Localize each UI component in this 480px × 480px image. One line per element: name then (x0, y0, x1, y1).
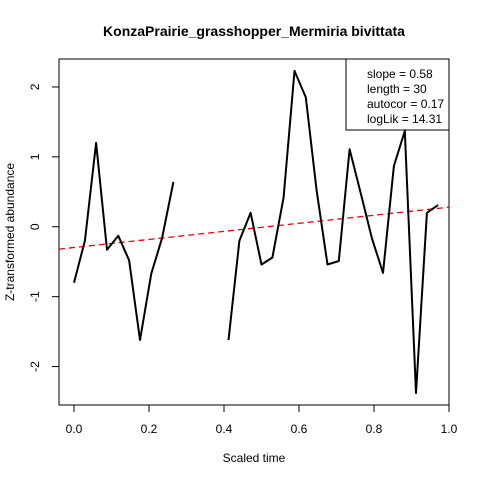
trend-line (58, 206, 450, 250)
y-axis-label: Z-transformed abundance (3, 163, 17, 301)
legend-entry: length = 30 (367, 82, 427, 96)
y-tick-label: -1 (28, 291, 42, 302)
legend-entry: logLik = 14.31 (367, 112, 442, 126)
x-tick-label: 0.8 (366, 422, 383, 436)
series-line-segment (227, 69, 439, 395)
y-tick-label: 0 (28, 223, 42, 230)
y-tick-label: -2 (28, 361, 42, 372)
x-tick-label: 0.6 (291, 422, 308, 436)
legend-entry: autocor = 0.17 (367, 97, 444, 111)
legend-box (345, 58, 450, 131)
y-tick-label: 1 (28, 153, 42, 160)
series-line-segment (73, 141, 175, 341)
x-tick-label: 0.0 (66, 422, 83, 436)
y-tick-label: 2 (28, 83, 42, 90)
series-group (73, 69, 439, 395)
x-tick-label: 0.2 (141, 422, 158, 436)
trend-line-group (58, 206, 450, 250)
chart-title: KonzaPrairie_grasshopper_Mermiria bivitt… (103, 23, 405, 39)
y-axis: -2 -1 0 1 2 (28, 83, 60, 372)
x-axis: 0.0 0.2 0.4 0.6 0.8 1.0 (66, 404, 458, 436)
x-axis-label: Scaled time (223, 451, 286, 465)
x-tick-label: 1.0 (441, 422, 458, 436)
x-tick-label: 0.4 (216, 422, 233, 436)
legend-entry: slope = 0.58 (367, 67, 433, 81)
